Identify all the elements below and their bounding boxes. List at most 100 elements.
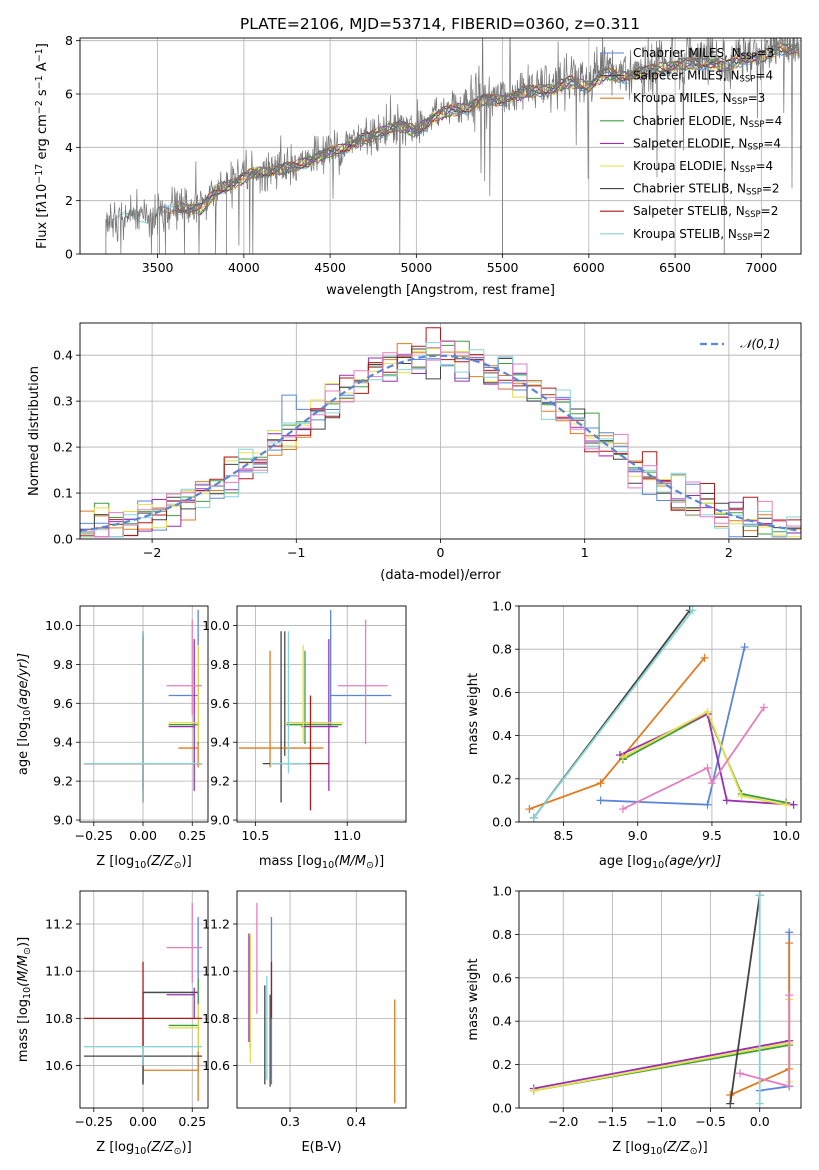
data-point-marker bbox=[737, 792, 746, 801]
mass_vs_Z-ylabel-part: mass [log bbox=[16, 999, 31, 1062]
x-tick-label: 0.25 bbox=[178, 1114, 206, 1129]
y-tick-label: 9.8 bbox=[210, 657, 230, 672]
mass_vs_Z-xlabel-part: 10 bbox=[134, 1146, 146, 1157]
weight_vs_Z-series bbox=[529, 891, 794, 1108]
data-point-marker bbox=[707, 779, 716, 788]
weight_vs_Z-frame bbox=[518, 890, 802, 1109]
spectrum-plot bbox=[105, 38, 800, 254]
data-point-marker bbox=[703, 800, 712, 809]
data-point-marker bbox=[529, 1086, 538, 1095]
legend-label: Salpeter ELODIE, NSSP=4 bbox=[633, 136, 781, 152]
spectrum-ylabel: Flux [fλ10−17 erg cm−2 s−1 A−1] bbox=[34, 43, 50, 249]
residuals-ylabel: Normed distribution bbox=[27, 366, 42, 496]
x-tick-label: 7000 bbox=[745, 260, 777, 275]
age_vs_mass-xlabel-part: (M/M bbox=[334, 854, 366, 869]
data-point-marker bbox=[703, 707, 712, 716]
y-tick-label: 1.0 bbox=[492, 599, 512, 614]
mass_vs_Z-ylabel-part: ⊙ bbox=[22, 947, 33, 955]
y-tick-label: 0.6 bbox=[492, 970, 512, 985]
legend-label: Salpeter MILES, NSSP=4 bbox=[633, 69, 773, 85]
y-tick-label: 0.3 bbox=[53, 394, 73, 409]
x-tick-label: 6000 bbox=[573, 260, 605, 275]
y-tick-label: 11.2 bbox=[202, 917, 230, 932]
weight_vs_age-xlabel: age [log10(age/yr)] bbox=[599, 854, 721, 871]
legend-value: =4 bbox=[755, 69, 773, 83]
residuals-xlabel: (data-model)/error bbox=[380, 568, 501, 583]
residuals-frame bbox=[79, 322, 802, 540]
y-tick-label: 0.8 bbox=[492, 927, 512, 942]
age_vs_mass-xlabel-part: mass [log bbox=[259, 854, 322, 869]
y-tick-label: 9.8 bbox=[53, 657, 73, 672]
x-tick-label: 9.5 bbox=[702, 828, 722, 843]
legend-sub: SSP bbox=[740, 75, 756, 85]
data-point-marker bbox=[529, 813, 538, 822]
y-tick-label: 11.2 bbox=[45, 917, 73, 932]
mass_vs_Z-xlabel-part: ⊙ bbox=[174, 1146, 182, 1157]
x-tick-label: 6500 bbox=[659, 260, 691, 275]
legend-label: Chabrier STELIB, NSSP=2 bbox=[633, 182, 780, 198]
y-tick-label: 10.0 bbox=[45, 618, 73, 633]
data-point-marker bbox=[726, 1099, 735, 1108]
legend-sub: SSP bbox=[732, 97, 748, 107]
data-point-marker bbox=[755, 1099, 764, 1108]
legend-label: Kroupa ELODIE, NSSP=4 bbox=[633, 159, 773, 175]
legend-name: Salpeter ELODIE, N bbox=[633, 136, 747, 150]
y-tick-label: 9.0 bbox=[53, 813, 73, 828]
age_vs_Z-xlabel-part: )] bbox=[182, 854, 192, 869]
spectrum-ylabel-part: A bbox=[35, 62, 50, 75]
spectrum-ylabel-part: λ bbox=[35, 200, 50, 209]
mass_vs_Z-ylabel-part: )] bbox=[16, 937, 31, 947]
legend-sub: SSP bbox=[746, 188, 762, 198]
y-tick-label: 6 bbox=[65, 87, 73, 102]
spectrum-ylabel-part: −1 bbox=[34, 48, 45, 62]
legend-value: =3 bbox=[748, 91, 766, 105]
legend-label: Salpeter STELIB, NSSP=2 bbox=[633, 204, 778, 220]
x-tick-label: −2 bbox=[143, 545, 161, 560]
y-tick-label: 0.0 bbox=[492, 815, 512, 830]
mass_vs_ebv-points bbox=[248, 902, 396, 1104]
age_vs_Z-frame bbox=[79, 605, 209, 823]
legend-label: Chabrier MILES, NSSP=3 bbox=[633, 46, 774, 62]
x-tick-label: 8.5 bbox=[554, 828, 574, 843]
data-point-marker bbox=[785, 928, 794, 937]
x-tick-label: 0.00 bbox=[129, 828, 157, 843]
legend-value: =3 bbox=[757, 46, 775, 60]
legend-value: =4 bbox=[765, 114, 783, 128]
mass_vs_Z-points bbox=[83, 902, 203, 1101]
y-tick-label: 0.0 bbox=[53, 532, 73, 547]
mass_vs_ebv-xlabel: E(B-V) bbox=[301, 1140, 341, 1155]
legend-value: =2 bbox=[762, 182, 780, 196]
spectrum-frame bbox=[79, 37, 802, 255]
legend-name: Kroupa STELIB, N bbox=[633, 227, 737, 241]
data-point-marker bbox=[785, 991, 794, 1000]
x-tick-label: −0.5 bbox=[695, 1114, 725, 1129]
y-tick-label: 9.4 bbox=[210, 735, 230, 750]
data-point-marker bbox=[618, 805, 627, 814]
x-tick-label: 9.0 bbox=[628, 828, 648, 843]
data-point-marker bbox=[785, 1082, 794, 1091]
x-tick-label: 3500 bbox=[142, 260, 174, 275]
mass_vs_Z-ylabel-part: 10 bbox=[22, 987, 33, 999]
x-tick-label: 1 bbox=[581, 545, 589, 560]
spectrum-legend: Chabrier MILES, NSSP=3 Salpeter MILES, NS… bbox=[600, 46, 782, 243]
y-tick-label: 9.6 bbox=[53, 696, 73, 711]
series-line bbox=[622, 706, 765, 810]
legend-sub: SSP bbox=[741, 52, 757, 62]
y-tick-label: 4 bbox=[65, 140, 73, 155]
weight_vs_age-ylabel: mass weight bbox=[466, 673, 481, 755]
age_vs_Z-xlabel: Z [log10(Z/Z⊙)] bbox=[96, 854, 191, 871]
series-line bbox=[533, 1039, 790, 1090]
legend-value: =2 bbox=[753, 227, 771, 241]
y-tick-label: 9.4 bbox=[53, 735, 73, 750]
spectrum-ylabel-part: ] bbox=[35, 43, 50, 48]
mass_vs_ebv-frame bbox=[236, 890, 407, 1109]
weight_vs_Z-xlabel-part: 10 bbox=[650, 1146, 662, 1157]
age_vs_mass-points bbox=[238, 609, 392, 811]
data-point-marker bbox=[782, 800, 791, 809]
legend-label: Kroupa STELIB, NSSP=2 bbox=[633, 227, 771, 243]
mass_vs_Z-xlabel-part: )] bbox=[182, 1140, 192, 1155]
weight_vs_Z-xlabel-part: Z [log bbox=[612, 1140, 650, 1155]
y-tick-label: 10.8 bbox=[202, 1011, 230, 1026]
y-tick-label: 0.2 bbox=[53, 440, 73, 455]
y-tick-label: 11.0 bbox=[202, 964, 230, 979]
